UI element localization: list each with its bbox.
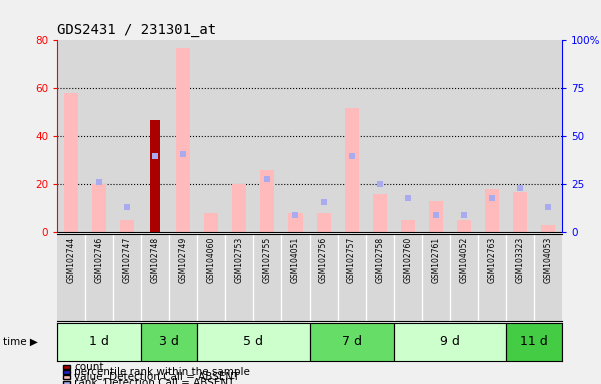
Bar [57,234,85,321]
Bar [169,234,197,321]
Bar [113,40,141,232]
Bar [365,234,394,321]
Bar [429,201,443,232]
Bar [450,234,478,321]
Bar [281,40,310,232]
Text: GSM102758: GSM102758 [375,237,384,283]
Text: GSM104053: GSM104053 [543,237,552,283]
Bar [197,40,225,232]
Text: GSM102763: GSM102763 [487,237,496,283]
Text: GSM102748: GSM102748 [151,237,160,283]
Bar [394,234,422,321]
Text: GSM102746: GSM102746 [95,237,103,283]
Bar [85,40,113,232]
Bar [204,213,218,232]
Text: GSM104051: GSM104051 [291,237,300,283]
Text: GSM102747: GSM102747 [123,237,132,283]
Bar [373,194,386,232]
Text: GSM102744: GSM102744 [67,237,76,283]
Bar [197,234,225,321]
Text: rank, Detection Call = ABSENT: rank, Detection Call = ABSENT [74,378,234,384]
Bar [485,189,499,232]
Bar [64,93,78,232]
Bar [478,234,506,321]
Bar [57,40,85,232]
Bar [92,184,106,232]
Text: 11 d: 11 d [520,335,548,348]
Bar [310,323,394,361]
Bar [457,220,471,232]
Text: 1 d: 1 d [89,335,109,348]
Bar [338,40,365,232]
Bar [422,234,450,321]
Text: GSM103323: GSM103323 [516,237,524,283]
Bar [394,323,506,361]
Text: 3 d: 3 d [159,335,179,348]
Bar [344,108,359,232]
Bar [141,234,169,321]
Text: time ▶: time ▶ [3,337,38,347]
Bar [534,40,562,232]
Bar [317,213,331,232]
Bar [541,225,555,232]
Bar [534,234,562,321]
Bar [225,234,254,321]
Text: count: count [74,362,103,372]
Bar [176,48,191,232]
Bar [85,234,113,321]
Bar [260,170,275,232]
Bar [57,323,141,361]
Bar [141,40,169,232]
Bar [310,234,338,321]
Text: 5 d: 5 d [243,335,263,348]
Text: GSM102757: GSM102757 [347,237,356,283]
Bar [513,192,527,232]
Text: GSM102749: GSM102749 [179,237,188,283]
Bar [225,40,254,232]
Text: percentile rank within the sample: percentile rank within the sample [74,367,250,377]
Text: GSM102760: GSM102760 [403,237,412,283]
Bar [197,323,310,361]
Text: 7 d: 7 d [341,335,362,348]
Bar [141,323,197,361]
Bar [288,213,302,232]
Text: GSM104052: GSM104052 [459,237,468,283]
Text: GSM102761: GSM102761 [432,237,440,283]
Text: 9 d: 9 d [440,335,460,348]
Bar [478,40,506,232]
Bar [394,40,422,232]
Text: GDS2431 / 231301_at: GDS2431 / 231301_at [57,23,216,36]
Bar [365,40,394,232]
Bar [150,119,160,232]
Bar [450,40,478,232]
Bar [506,40,534,232]
Bar [233,184,246,232]
Bar [113,234,141,321]
Bar [506,323,562,361]
Bar [254,234,281,321]
Bar [338,234,365,321]
Bar [422,40,450,232]
Bar [310,40,338,232]
Text: GSM102756: GSM102756 [319,237,328,283]
Text: GSM104060: GSM104060 [207,237,216,283]
Bar [169,40,197,232]
Text: GSM102755: GSM102755 [263,237,272,283]
Bar [281,234,310,321]
Bar [254,40,281,232]
Bar [401,220,415,232]
Text: GSM102753: GSM102753 [235,237,244,283]
Bar [120,220,134,232]
Bar [506,234,534,321]
Text: value, Detection Call = ABSENT: value, Detection Call = ABSENT [74,372,239,382]
